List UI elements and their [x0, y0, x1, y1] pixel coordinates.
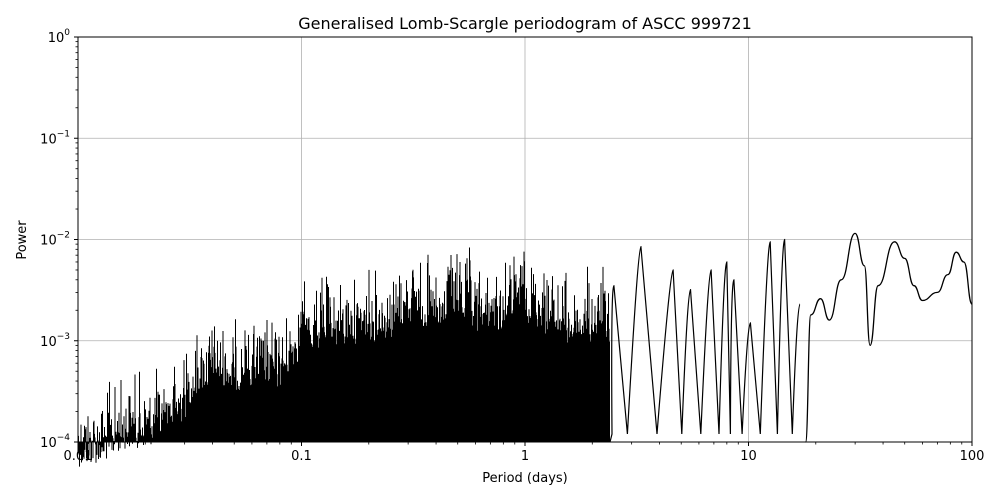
- y-axis-label: Power: [15, 220, 30, 260]
- x-tick-label-1: 0.1: [291, 449, 312, 464]
- x-tick-label-3: 10: [740, 449, 757, 464]
- x-axis-label: Period (days): [482, 471, 568, 486]
- x-tick-label-2: 1: [521, 449, 529, 464]
- x-tick-label-4: 100: [960, 449, 985, 464]
- x-tick-label-0: 0.01: [64, 449, 93, 464]
- chart-title: Generalised Lomb-Scargle periodogram of …: [298, 14, 752, 33]
